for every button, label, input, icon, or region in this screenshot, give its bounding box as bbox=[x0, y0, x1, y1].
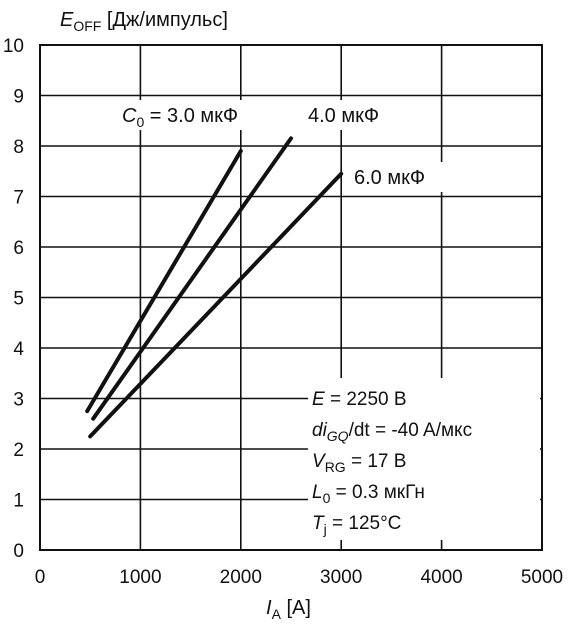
plot-frame bbox=[39, 44, 543, 551]
series-line-1 bbox=[91, 136, 293, 421]
y-tick-label-7: 7 bbox=[13, 188, 24, 209]
series-label-bg-3 bbox=[118, 100, 266, 130]
conditions-annotation: E = 2250 B diGQ/dt = -40 A/мкс VRG = 17 … bbox=[308, 378, 540, 540]
series-label-6uf: 6.0 мкФ bbox=[354, 167, 425, 189]
x-axis-label: IA [A] bbox=[266, 597, 311, 622]
x-tick-label-1: 1000 bbox=[119, 567, 161, 588]
y-tick-label-4: 4 bbox=[13, 339, 24, 360]
x-tick-label-0: 0 bbox=[35, 567, 46, 588]
x-tick-label-3: 3000 bbox=[320, 567, 362, 588]
tick-labels: 0 1000 2000 3000 4000 5000 0 1 2 3 4 5 6 7 8 9 10 bbox=[3, 36, 563, 588]
conditions-bg bbox=[308, 378, 540, 540]
series-lines bbox=[85, 136, 344, 439]
series-label-4uf: 4.0 мкФ bbox=[308, 105, 379, 127]
series-label-3uf: C0 = 3.0 мкФ bbox=[122, 105, 238, 130]
y-tick-label-3: 3 bbox=[13, 390, 24, 411]
y-tick-label-2: 2 bbox=[13, 440, 24, 461]
condition-vrg: VRG = 17 B bbox=[312, 451, 406, 475]
series-labels: C0 = 3.0 мкФ 4.0 мкФ 6.0 мкФ bbox=[118, 100, 446, 192]
series-line-0 bbox=[85, 149, 243, 414]
series-line-2 bbox=[88, 171, 344, 439]
y-axis-label: EOFF [Дж/импульс] bbox=[60, 9, 228, 34]
y-tick-label-8: 8 bbox=[13, 137, 24, 158]
y-tick-label-6: 6 bbox=[13, 238, 24, 259]
x-tick-label-2: 2000 bbox=[220, 567, 262, 588]
condition-di-dt: diGQ/dt = -40 A/мкс bbox=[312, 420, 472, 444]
series-label-bg-4 bbox=[303, 100, 399, 130]
series-label-bg-6 bbox=[350, 162, 446, 192]
x-tick-label-5: 5000 bbox=[521, 567, 563, 588]
condition-e: E = 2250 B bbox=[312, 389, 407, 410]
y-tick-label-5: 5 bbox=[13, 289, 24, 310]
y-tick-label-1: 1 bbox=[13, 491, 24, 512]
x-tick-label-4: 4000 bbox=[420, 567, 462, 588]
y-tick-label-9: 9 bbox=[13, 87, 24, 108]
y-tick-label-10: 10 bbox=[3, 36, 24, 57]
condition-tj: Tj = 125°C bbox=[312, 513, 401, 537]
condition-l0: L0 = 0.3 мкГн bbox=[312, 482, 425, 506]
y-tick-label-0: 0 bbox=[13, 541, 24, 562]
